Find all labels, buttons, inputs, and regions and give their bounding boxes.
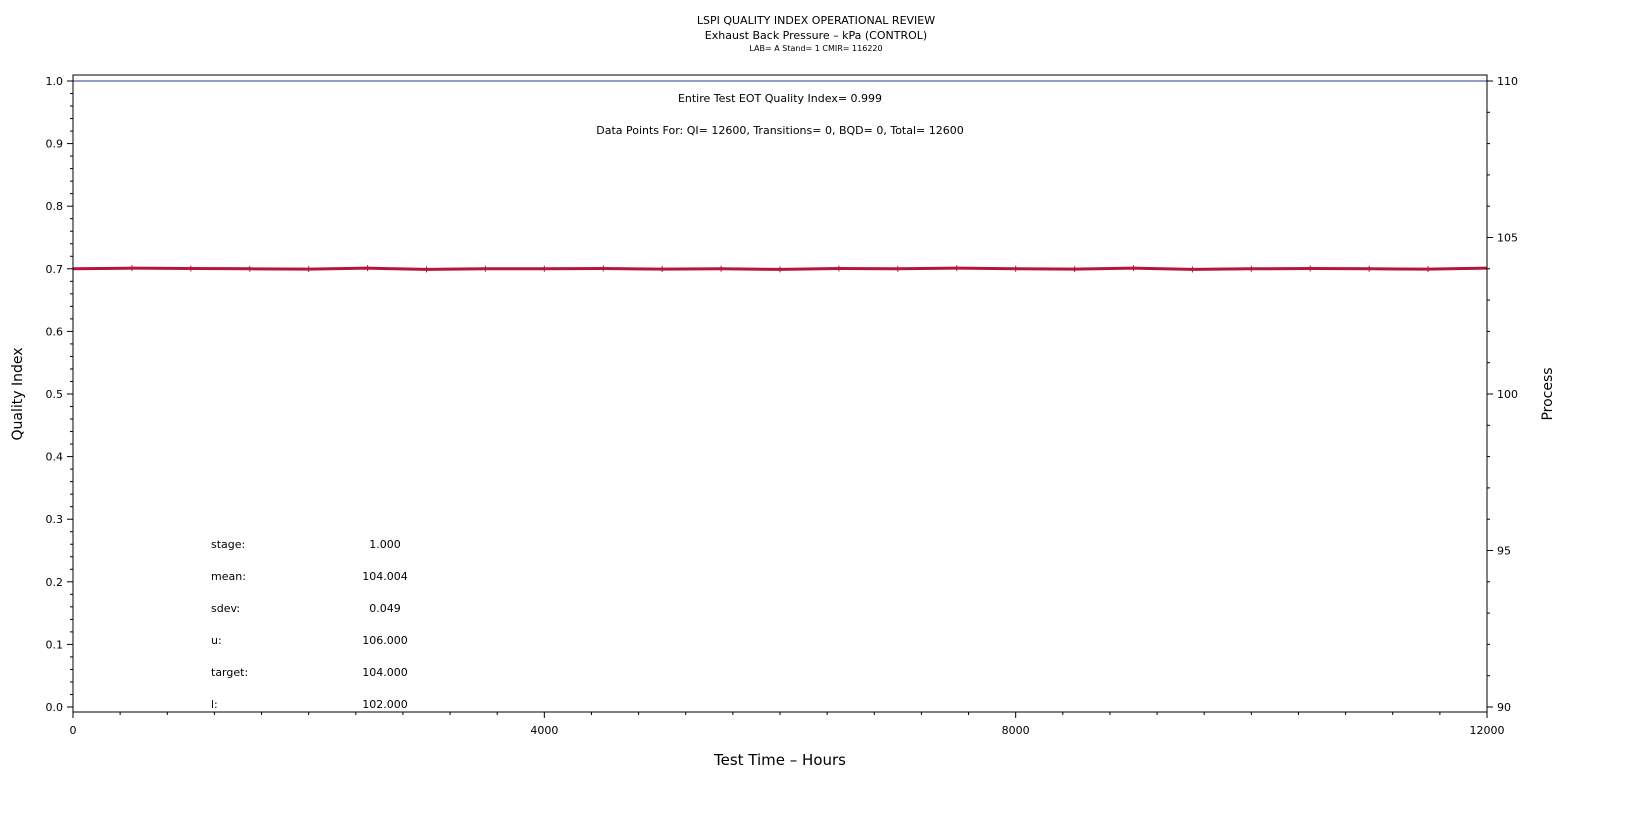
stats-value: 106.000 [362,634,408,647]
chart-subtitle: Exhaust Back Pressure – kPa (CONTROL) [704,29,928,42]
y2-tick-label: 95 [1497,545,1511,558]
x-tick-label: 8000 [1002,724,1030,737]
stats-label: target: [211,666,248,679]
chart-title: LSPI QUALITY INDEX OPERATIONAL REVIEW [696,14,936,27]
stats-label: u: [211,634,222,647]
stats-panel: stage: 1.000 mean: 104.004 sdev: 0.049 u: 106.0… [211,538,408,711]
y-tick-label: 0.3 [46,513,64,526]
series-layer [72,80,1488,273]
stats-value: 102.000 [362,698,408,711]
chart-subtitle-lab: LAB= A Stand= 1 CMIR= 116220 [749,44,883,53]
y-tick-label: 0.0 [46,701,64,714]
ticks-layer: 0.0 0.1 0.2 0.3 0.4 0.5 0.6 0.7 0.8 0.9 1.0 90 95 100… [46,75,1519,737]
y-tick-label: 0.6 [46,325,64,338]
y2-tick-label: 90 [1497,701,1511,714]
y-tick-label: 0.9 [46,138,64,151]
stats-value: 104.000 [362,666,408,679]
plot-frame [72,74,1488,713]
stats-value: 1.000 [369,538,401,551]
x-axis-label: Test Time – Hours [713,751,846,769]
x-tick-label: 0 [70,724,77,737]
x-tick-label: 4000 [530,724,558,737]
y-tick-label: 1.0 [46,75,64,88]
y-tick-label: 0.1 [46,638,64,651]
y-tick-label: 0.8 [46,200,64,213]
quality-index-annotation: Entire Test EOT Quality Index= 0.999 [678,92,882,105]
data-points-annotation: Data Points For: QI= 12600, Transitions=… [596,124,964,137]
stats-label: stage: [211,538,245,551]
y2-tick-label: 105 [1497,232,1518,245]
y2-axis-label: Process [1540,367,1556,420]
y-tick-label: 0.4 [46,451,64,464]
stats-value: 104.004 [362,570,408,583]
stats-label: sdev: [211,602,240,615]
y-tick-label: 0.2 [46,576,64,589]
x-tick-label: 12000 [1470,724,1505,737]
stats-label: l: [211,698,218,711]
y2-tick-label: 100 [1497,388,1518,401]
stats-label: mean: [211,570,246,583]
stats-value: 0.049 [369,602,401,615]
y2-tick-label: 110 [1497,75,1518,88]
y-tick-label: 0.7 [46,263,64,276]
y-tick-label: 0.5 [46,388,64,401]
y-axis-label: Quality Index [10,347,26,440]
